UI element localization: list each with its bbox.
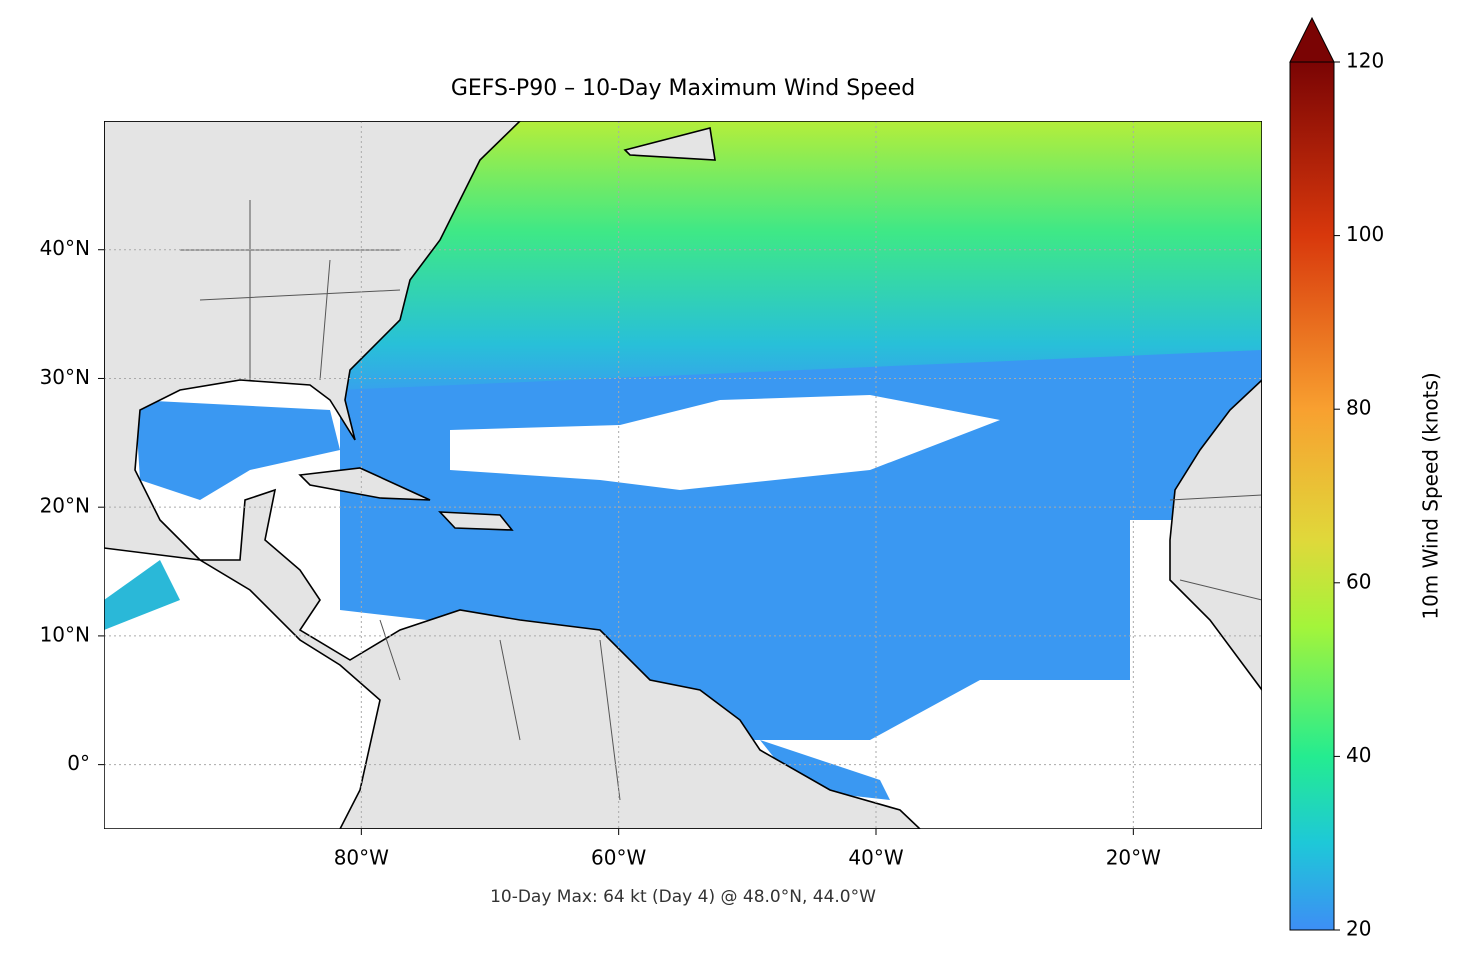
x-tick-label: 60°W [591, 846, 646, 870]
colorbar-label: 10m Wind Speed (knots) [1419, 372, 1443, 619]
x-tick-label: 40°W [848, 846, 903, 870]
y-tick-label: 40°N [40, 236, 90, 260]
colorbar-tick-label: 20 [1346, 917, 1371, 941]
colorbar [1289, 61, 1335, 931]
colorbar-tick-label: 100 [1346, 222, 1384, 246]
x-tick-label: 20°W [1106, 846, 1161, 870]
map-area [104, 121, 1262, 829]
colorbar-extend [1289, 16, 1335, 63]
colorbar-tick-label: 120 [1346, 49, 1384, 73]
colorbar-axis: 20 40 60 80 100 120 [1334, 49, 1384, 941]
chart-title: GEFS-P90 – 10-Day Maximum Wind Speed [451, 76, 915, 101]
colorbar-tick-label: 60 [1346, 569, 1371, 593]
colorbar-tick-label: 40 [1346, 743, 1371, 767]
colorbar-tick-label: 80 [1346, 396, 1371, 420]
y-tick-label: 10°N [40, 622, 90, 646]
annotation: 10-Day Max: 64 kt (Day 4) @ 48.0°N, 44.0… [490, 887, 876, 907]
axes: 80°W 60°W 40°W 20°W 0° 10°N 20°N 30°N 40°N [40, 236, 1162, 869]
y-tick-label: 20°N [40, 494, 90, 518]
y-tick-label: 0° [67, 751, 90, 775]
gridlines [104, 121, 1262, 829]
y-tick-label: 30°N [40, 365, 90, 389]
x-tick-label: 80°W [334, 846, 389, 870]
